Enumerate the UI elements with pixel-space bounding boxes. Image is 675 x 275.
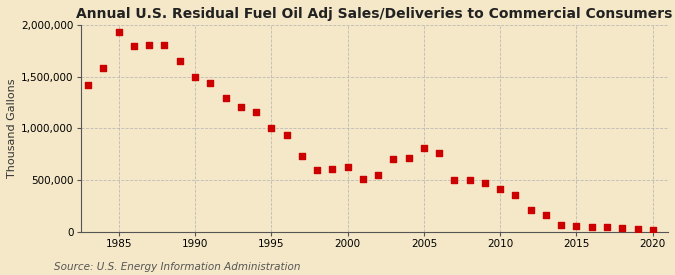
Point <box>266 126 277 131</box>
Point <box>144 42 155 47</box>
Point <box>541 213 551 218</box>
Point <box>464 178 475 182</box>
Point <box>647 228 658 232</box>
Point <box>281 132 292 137</box>
Point <box>418 146 429 150</box>
Point <box>342 164 353 169</box>
Point <box>495 187 506 192</box>
Point <box>556 223 566 227</box>
Point <box>587 224 597 229</box>
Point <box>159 42 170 47</box>
Point <box>190 75 200 79</box>
Point <box>617 226 628 230</box>
Text: Source: U.S. Energy Information Administration: Source: U.S. Energy Information Administ… <box>54 262 300 272</box>
Point <box>632 227 643 232</box>
Point <box>403 156 414 161</box>
Point <box>205 81 216 85</box>
Point <box>373 173 383 177</box>
Point <box>388 157 399 162</box>
Point <box>250 110 261 114</box>
Point <box>312 167 323 172</box>
Point <box>174 59 185 63</box>
Point <box>434 151 445 155</box>
Point <box>128 43 139 48</box>
Point <box>571 224 582 228</box>
Point <box>601 225 612 229</box>
Point <box>113 30 124 34</box>
Point <box>358 176 369 181</box>
Point <box>83 83 94 87</box>
Point <box>296 154 307 158</box>
Point <box>220 96 231 101</box>
Point <box>479 181 490 185</box>
Point <box>236 104 246 109</box>
Point <box>525 208 536 212</box>
Point <box>510 193 521 197</box>
Point <box>449 178 460 182</box>
Point <box>98 66 109 71</box>
Y-axis label: Thousand Gallons: Thousand Gallons <box>7 79 17 178</box>
Title: Annual U.S. Residual Fuel Oil Adj Sales/Deliveries to Commercial Consumers: Annual U.S. Residual Fuel Oil Adj Sales/… <box>76 7 672 21</box>
Point <box>327 167 338 171</box>
